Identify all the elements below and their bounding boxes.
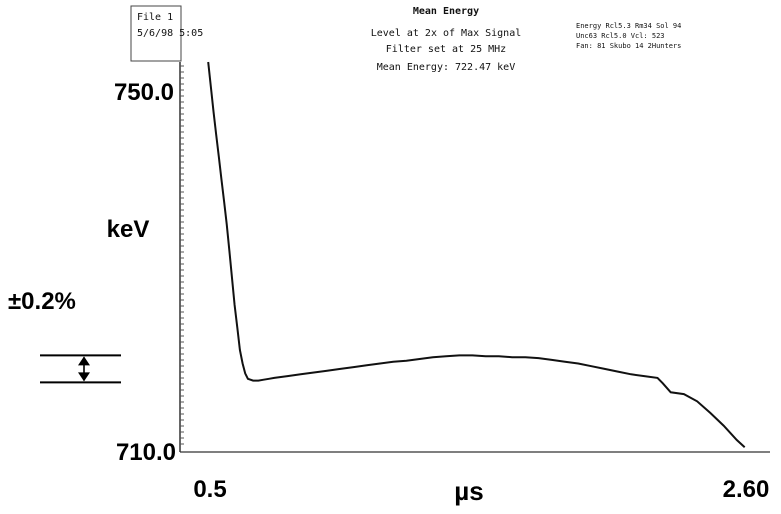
chart-title: Mean Energy: [413, 6, 479, 17]
tolerance-marker: ±0.2%: [8, 288, 121, 384]
ytick-label-bottom: 710.0: [116, 439, 176, 466]
xtick-label-left: 0.5: [193, 476, 226, 503]
xtick-label-right: 2.60: [723, 476, 770, 503]
header-left-box: [130, 5, 182, 62]
x-axis-label: µs: [454, 476, 483, 506]
subtitle-line-3: Mean Energy: 722.47 keV: [377, 62, 515, 73]
tolerance-label: ±0.2%: [8, 288, 76, 315]
header-left-line-2: 5/6/98 5:05: [137, 28, 203, 39]
header-left: File 1 5/6/98 5:05: [130, 5, 203, 62]
tolerance-arrowhead-up: [78, 356, 90, 366]
header-right-line-2: Unc63 Rcl5.0 Vcl: 523: [576, 32, 665, 40]
header-right-line-1: Energy Rcl5.3 Rm34 Sol 94: [576, 22, 681, 30]
y-axis-ticks: [180, 65, 184, 445]
header-right-line-3: Fan: 81 Skubo 14 2Hunters: [576, 42, 681, 50]
mean-energy-series-line: [207, 61, 746, 448]
header-left-line-1: File 1: [137, 12, 173, 23]
subtitle-line-1: Level at 2x of Max Signal: [371, 28, 522, 39]
y-axis-label: keV: [107, 216, 150, 243]
tolerance-arrowhead-down: [78, 372, 90, 382]
header-right: Energy Rcl5.3 Rm34 Sol 94 Unc63 Rcl5.0 V…: [576, 22, 681, 50]
chart-header: Mean Energy Level at 2x of Max Signal Fi…: [371, 6, 522, 73]
subtitle-line-2: Filter set at 25 MHz: [386, 44, 506, 55]
ytick-label-top: 750.0: [114, 79, 174, 106]
